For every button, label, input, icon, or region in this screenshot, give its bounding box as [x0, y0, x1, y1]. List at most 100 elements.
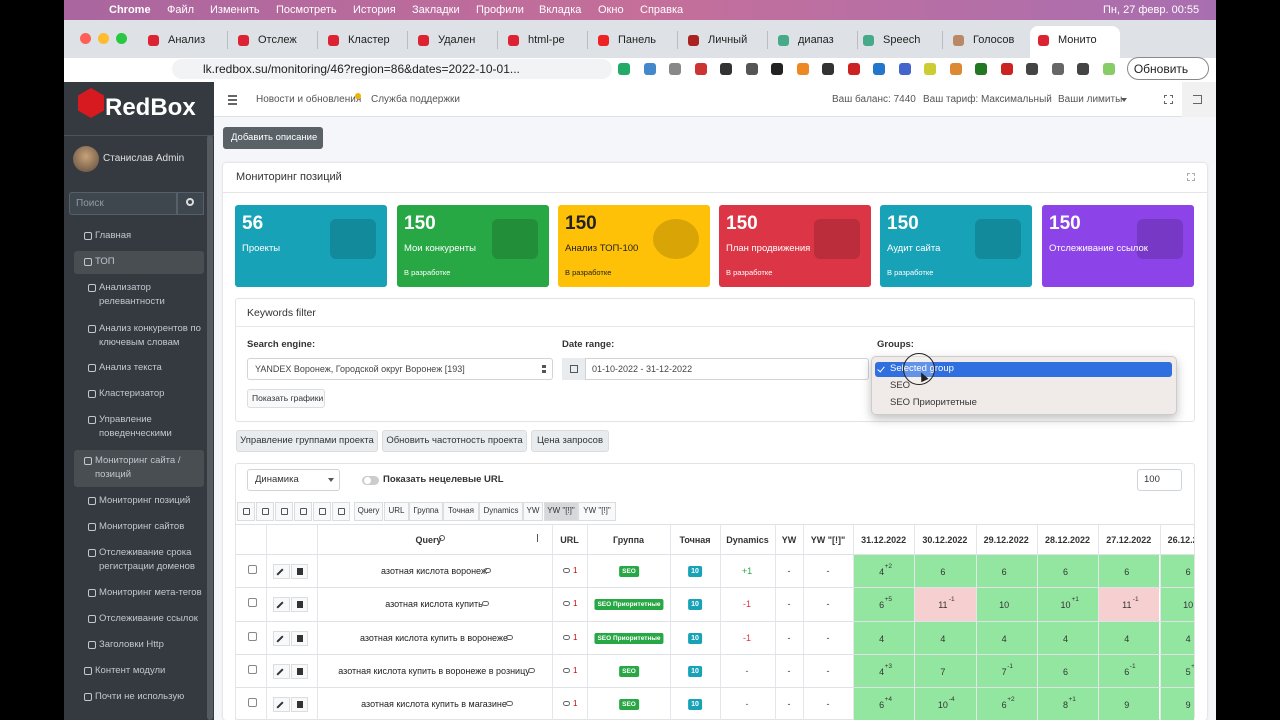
browser-tab[interactable]: [230, 31, 318, 49]
stat-card[interactable]: [719, 205, 871, 287]
toolbar-icon-button[interactable]: [332, 502, 350, 521]
browser-tab[interactable]: [320, 31, 408, 49]
menu-item[interactable]: Окно: [598, 4, 624, 16]
engine-select[interactable]: [247, 358, 553, 380]
query[interactable]: азотная кислота воронеж: [381, 565, 487, 576]
date-header[interactable]: 31.12.2022: [861, 535, 907, 545]
action-button[interactable]: [531, 430, 609, 452]
menu-item[interactable]: Закладки: [412, 4, 460, 16]
nav-item[interactable]: Мониторинг позиций: [99, 495, 191, 506]
toolbar-icon-button[interactable]: [294, 502, 312, 521]
row-checkbox[interactable]: [248, 564, 257, 574]
column-header[interactable]: Query: [415, 535, 442, 545]
column-header[interactable]: URL: [560, 535, 579, 545]
date-header[interactable]: 29.12.2022: [983, 535, 1029, 545]
nav-item[interactable]: Анализ текста: [99, 362, 162, 373]
menu-item[interactable]: Посмотреть: [276, 4, 337, 16]
date-header[interactable]: 27.12.2022: [1106, 535, 1152, 545]
nav-item[interactable]: Кластеризатор: [99, 388, 165, 399]
column-header[interactable]: YW: [781, 535, 797, 545]
row-checkbox[interactable]: [248, 598, 257, 607]
nav-item[interactable]: Анализатор релевантности страницы: [99, 282, 165, 307]
nav-item[interactable]: Управление поведенческими факторами: [99, 414, 172, 439]
column-toggle[interactable]: [479, 502, 523, 521]
toolbar-icon-button[interactable]: [237, 502, 255, 521]
nav-item[interactable]: Мониторинг сайта / позиций: [95, 455, 181, 480]
position-cell: [975, 587, 1037, 621]
row-checkbox[interactable]: [248, 664, 257, 674]
column-toggle[interactable]: [523, 502, 543, 521]
nav-item[interactable]: Отслеживание ссылок: [99, 613, 198, 624]
date-header[interactable]: 30.12.2022: [922, 535, 968, 545]
nav-item[interactable]: Мониторинг мета-тегов: [99, 587, 202, 598]
fullscreen-icon[interactable]: [1164, 95, 1173, 104]
column-toggle[interactable]: [354, 502, 383, 521]
stat-card[interactable]: [558, 205, 710, 287]
show-charts[interactable]: [247, 389, 325, 408]
row-checkbox[interactable]: [248, 698, 257, 707]
menu-item[interactable]: История: [353, 4, 396, 16]
query[interactable]: азотная кислота купить в магазине: [361, 699, 507, 709]
logout-area[interactable]: [1182, 82, 1216, 117]
nav-item[interactable]: Анализ конкурентов по ключевым словам: [99, 323, 201, 348]
stat-card[interactable]: [1042, 205, 1194, 287]
date-header[interactable]: 26.12.2022: [1167, 535, 1194, 545]
browser-tab[interactable]: [500, 31, 588, 49]
column-header[interactable]: YW "[!]": [810, 535, 846, 545]
stat-card[interactable]: [235, 205, 387, 287]
position: 4: [1062, 633, 1069, 644]
column-toggle[interactable]: [443, 502, 479, 521]
menu-item[interactable]: Вкладка: [539, 4, 582, 16]
browser-tab[interactable]: [590, 31, 678, 49]
nav-item[interactable]: ТОП: [95, 256, 115, 267]
sidebar-search[interactable]: [69, 192, 177, 215]
nav-item[interactable]: Главная: [95, 230, 132, 241]
news-link[interactable]: Новости и обновления: [256, 94, 362, 105]
column-toggle[interactable]: [409, 502, 443, 521]
query[interactable]: азотная кислота купить в воронеже: [360, 632, 508, 643]
nav-item[interactable]: Почти не использую: [95, 691, 185, 702]
column-header[interactable]: Группа: [612, 535, 645, 545]
column-line: [1159, 525, 1161, 720]
column-toggle[interactable]: [384, 502, 409, 521]
toolbar-icon-button[interactable]: [313, 502, 331, 521]
stat-card[interactable]: [880, 205, 1032, 287]
nav-item[interactable]: Заголовки Http: [99, 639, 164, 650]
column-toggle[interactable]: [578, 502, 616, 521]
update-button[interactable]: [1127, 57, 1209, 80]
expand-icon[interactable]: [1187, 173, 1195, 181]
browser-tab[interactable]: [140, 31, 228, 49]
browser-tab[interactable]: [680, 31, 768, 49]
column-header[interactable]: Точная: [679, 535, 711, 545]
nav-item[interactable]: Контент модули: [95, 665, 166, 676]
limits[interactable]: Ваши лимиты: [1058, 94, 1123, 105]
nav-icon: [88, 284, 96, 292]
action-button[interactable]: [382, 430, 527, 452]
menu-item[interactable]: Chrome: [109, 4, 151, 16]
query[interactable]: азотная кислота купить в воронеже в розн…: [338, 665, 530, 676]
nav-item[interactable]: Мониторинг сайтов: [99, 521, 185, 532]
browser-tab[interactable]: [770, 31, 858, 49]
column-toggle[interactable]: [544, 502, 578, 521]
date-header[interactable]: 28.12.2022: [1044, 535, 1091, 545]
menu-item[interactable]: Справка: [640, 4, 684, 16]
menu-item[interactable]: Изменить: [210, 4, 260, 16]
toolbar-icon-button[interactable]: [275, 502, 293, 521]
page-size[interactable]: [1137, 469, 1182, 491]
query[interactable]: азотная кислота купить: [385, 599, 483, 609]
support-link[interactable]: Служба поддержки: [371, 94, 461, 105]
stat-card[interactable]: [397, 205, 549, 287]
action-button[interactable]: [236, 430, 378, 452]
group-option[interactable]: SEO: [890, 380, 911, 391]
row-checkbox[interactable]: [248, 631, 257, 641]
group-option[interactable]: SEO Приоритетные: [890, 397, 977, 408]
menu-item[interactable]: Профили: [476, 4, 524, 16]
menu-item[interactable]: Файл: [167, 4, 195, 16]
nav-item[interactable]: Отслеживание срока регистрации доменов: [99, 547, 195, 572]
column-header[interactable]: Dynamics: [726, 535, 769, 545]
mode-select[interactable]: [247, 469, 340, 491]
browser-tab[interactable]: [855, 31, 943, 49]
browser-tab[interactable]: [410, 31, 498, 49]
add-description[interactable]: [223, 127, 323, 149]
toolbar-icon-button[interactable]: [256, 502, 274, 521]
